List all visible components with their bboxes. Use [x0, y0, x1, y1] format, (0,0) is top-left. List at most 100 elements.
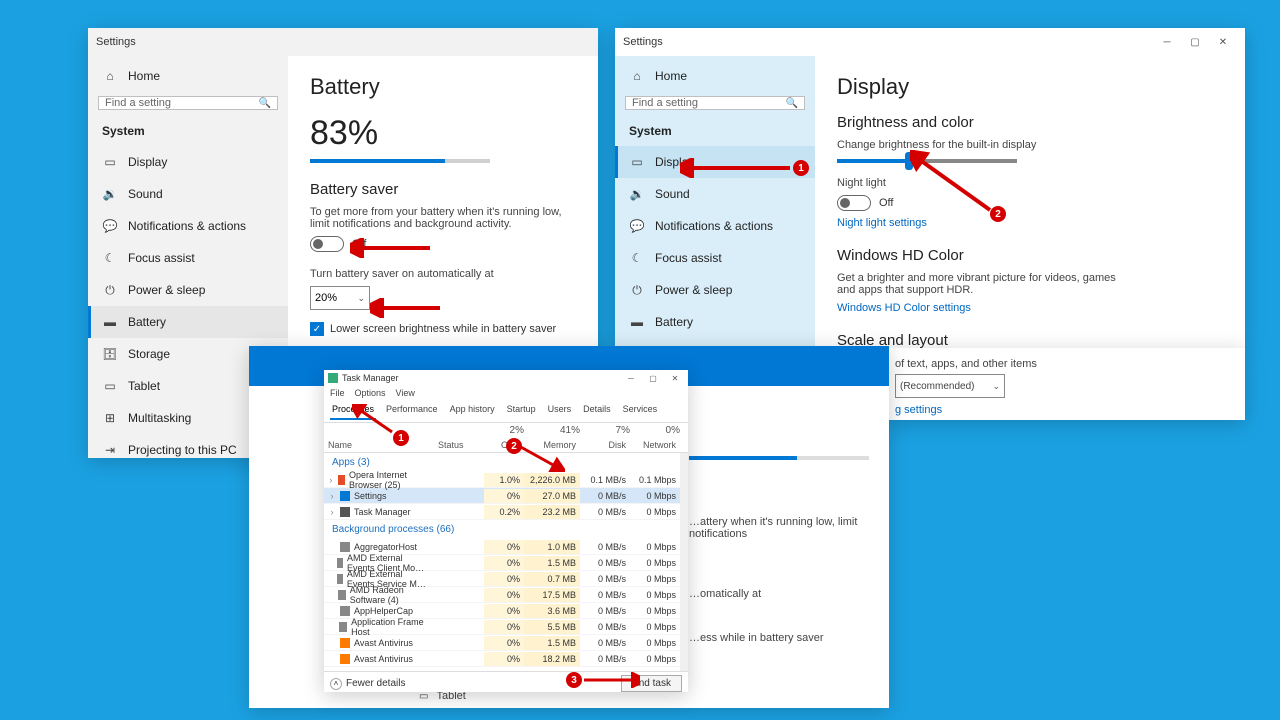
auto-saver-combo[interactable]: 20% ⌄ [310, 286, 370, 310]
tab-details[interactable]: Details [581, 402, 613, 420]
maximize-button[interactable]: ▢ [1181, 32, 1209, 52]
sidebar-item-notifications-actions[interactable]: 💬Notifications & actions [88, 210, 288, 242]
mem-value: 5.5 MB [524, 620, 580, 634]
col-status[interactable]: Status [434, 438, 484, 452]
tm-process-row[interactable]: ›Settings0%27.0 MB0 MB/s0 Mbps [324, 488, 688, 504]
total-cpu: 2% [484, 425, 524, 436]
col-cpu[interactable]: CPU [484, 438, 524, 452]
mem-value: 23.2 MB [524, 505, 580, 519]
tm-process-row[interactable]: AMD Radeon Software (4)0%17.5 MB0 MB/s0 … [324, 587, 688, 603]
end-task-button[interactable]: End task [621, 675, 682, 692]
sidebar-item-label: Display [128, 155, 167, 169]
search-icon: 🔍 [786, 98, 798, 109]
fewer-details-link[interactable]: Fewer details [346, 678, 405, 689]
expand-icon[interactable]: › [328, 491, 336, 501]
nightlight-toggle[interactable] [837, 195, 871, 211]
settings-display-window: Settings ─ ▢ ✕ ⌂ Home Find a setting 🔍 S… [615, 28, 1245, 348]
home-link[interactable]: ⌂ Home [88, 60, 288, 92]
partial-checkbox-label: …ess while in battery saver [689, 632, 889, 644]
brightness-label: Change brightness for the built-in displ… [837, 139, 1137, 151]
maximize-button[interactable]: ▢ [644, 372, 662, 384]
hd-color-link[interactable]: Windows HD Color settings [837, 302, 1223, 314]
process-icon [338, 590, 346, 600]
col-net[interactable]: Network [630, 438, 680, 452]
menu-view[interactable]: View [396, 388, 415, 398]
disk-value: 0 MB/s [580, 636, 630, 650]
titlebar: Settings ─ ▢ ✕ [615, 28, 1245, 56]
nightlight-settings-link[interactable]: Night light settings [837, 217, 1223, 229]
chevron-down-icon: ⌄ [992, 381, 1000, 392]
close-button[interactable]: ✕ [666, 372, 684, 384]
search-input[interactable]: Find a setting 🔍 [625, 96, 805, 110]
scale-heading: Scale and layout [837, 332, 1223, 348]
brightness-slider[interactable] [837, 159, 1017, 163]
col-mem[interactable]: Memory [524, 438, 580, 452]
settings-sidebar: ⌂ Home Find a setting 🔍 System ▭Display🔉… [615, 56, 815, 348]
process-icon [338, 475, 345, 485]
process-name: Avast Antivirus [354, 638, 413, 648]
window-title: Settings [96, 36, 136, 48]
sidebar-item-label: Tablet [128, 379, 160, 393]
minimize-button[interactable]: ─ [622, 372, 640, 384]
col-disk[interactable]: Disk [580, 438, 630, 452]
minimize-button[interactable]: ─ [1153, 32, 1181, 52]
expand-icon[interactable]: › [328, 507, 336, 517]
hd-color-desc: Get a brighter and more vibrant picture … [837, 272, 1127, 296]
tm-scrollbar[interactable] [680, 453, 688, 671]
home-link[interactable]: ⌂ Home [615, 60, 815, 92]
sidebar-item-label: Sound [128, 187, 163, 201]
cpu-value: 0% [484, 540, 524, 554]
search-placeholder: Find a setting [632, 97, 698, 109]
sidebar-item-battery[interactable]: ▬Battery [88, 306, 288, 338]
menu-options[interactable]: Options [355, 388, 386, 398]
net-value: 0 Mbps [630, 489, 680, 503]
disk-value: 0 MB/s [580, 572, 630, 586]
col-name[interactable]: Name [324, 438, 434, 452]
auto-saver-label: Turn battery saver on automatically at [310, 268, 576, 280]
sidebar-item-label: Notifications & actions [655, 219, 773, 233]
lower-brightness-checkbox[interactable]: ✓ [310, 322, 324, 336]
sidebar-item-battery[interactable]: ▬Battery [615, 306, 815, 338]
display-content: Display Brightness and color Change brig… [815, 56, 1245, 348]
tm-process-row[interactable]: ›Task Manager0.2%23.2 MB0 MB/s0 Mbps [324, 504, 688, 520]
sidebar-item-display[interactable]: ▭Display [88, 146, 288, 178]
sidebar-item-focus-assist[interactable]: ☾Focus assist [615, 242, 815, 274]
tm-process-row[interactable]: ›Opera Internet Browser (25)1.0%2,226.0 … [324, 472, 688, 488]
tab-users[interactable]: Users [546, 402, 574, 420]
process-icon [340, 654, 350, 664]
partial-scale-panel: of text, apps, and other items (Recommen… [885, 348, 1245, 420]
expand-icon[interactable]: › [328, 475, 334, 485]
tab-processes[interactable]: Processes [330, 402, 376, 420]
tab-services[interactable]: Services [621, 402, 660, 420]
sidebar-item-sound[interactable]: 🔉Sound [88, 178, 288, 210]
tab-performance[interactable]: Performance [384, 402, 440, 420]
scaling-link[interactable]: g settings [895, 404, 1235, 416]
tm-process-row[interactable]: Avast Antivirus0%18.2 MB0 MB/s0 Mbps [324, 651, 688, 667]
search-input[interactable]: Find a setting 🔍 [98, 96, 278, 110]
sidebar-item-power-sleep[interactable]: ⏻Power & sleep [615, 274, 815, 306]
sidebar-item-label: Battery [128, 315, 166, 329]
sidebar-item-sound[interactable]: 🔉Sound [615, 178, 815, 210]
close-button[interactable]: ✕ [1209, 32, 1237, 52]
project-icon: ⇥ [102, 442, 118, 458]
page-title: Display [837, 74, 1223, 100]
cpu-value: 0% [484, 620, 524, 634]
battery-saver-toggle[interactable] [310, 236, 344, 252]
tab-startup[interactable]: Startup [505, 402, 538, 420]
net-value: 0 Mbps [630, 652, 680, 666]
tm-process-row[interactable]: Avast Antivirus0%1.5 MB0 MB/s0 Mbps [324, 635, 688, 651]
sidebar-item-focus-assist[interactable]: ☾Focus assist [88, 242, 288, 274]
auto-saver-value: 20% [315, 292, 337, 304]
sidebar-item-notifications-actions[interactable]: 💬Notifications & actions [615, 210, 815, 242]
page-title: Battery [310, 74, 576, 100]
sidebar-item-label: Battery [655, 315, 693, 329]
sidebar-item-display[interactable]: ▭Display [615, 146, 815, 178]
mem-value: 1.5 MB [524, 556, 580, 570]
total-disk: 7% [580, 425, 630, 436]
tm-process-row[interactable]: Application Frame Host0%5.5 MB0 MB/s0 Mb… [324, 619, 688, 635]
disk-value: 0 MB/s [580, 540, 630, 554]
tab-app-history[interactable]: App history [448, 402, 497, 420]
scale-combo[interactable]: (Recommended) ⌄ [895, 374, 1005, 398]
sidebar-item-power-sleep[interactable]: ⏻Power & sleep [88, 274, 288, 306]
menu-file[interactable]: File [330, 388, 345, 398]
